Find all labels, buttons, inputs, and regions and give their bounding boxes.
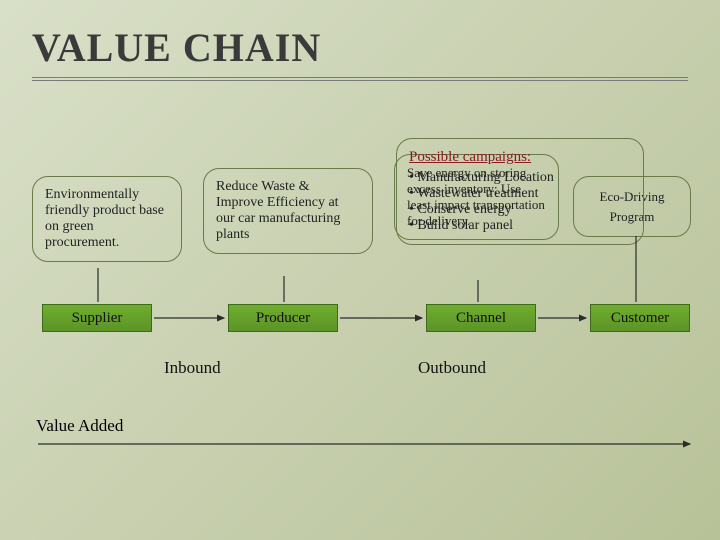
producer-description-text: Reduce Waste & Improve Efficiency at our… — [216, 179, 340, 242]
stage-customer: Customer — [590, 304, 690, 332]
title-underline — [32, 77, 688, 81]
campaign-item: Build solar panel — [409, 218, 631, 234]
inbound-label: Inbound — [164, 358, 221, 378]
outbound-label: Outbound — [418, 358, 486, 378]
slide: VALUE CHAIN Environmentally friendly pro… — [0, 0, 720, 540]
producer-description-node: Reduce Waste & Improve Efficiency at our… — [203, 168, 373, 254]
value-added-label: Value Added — [36, 416, 123, 436]
campaigns-heading: Possible campaigns: — [409, 149, 631, 166]
supplier-description-node: Environmentally friendly product base on… — [32, 176, 182, 262]
arrows-layer — [0, 0, 720, 540]
campaigns-node: Possible campaigns: Manufacturing Locati… — [396, 138, 644, 245]
campaign-item: Manufacturing Location — [409, 170, 631, 186]
stage-channel: Channel — [426, 304, 536, 332]
page-title: VALUE CHAIN — [32, 24, 688, 71]
supplier-description-text: Environmentally friendly product base on… — [45, 187, 164, 250]
stage-supplier: Supplier — [42, 304, 152, 332]
campaign-item: Conserve energy — [409, 202, 631, 218]
stage-producer: Producer — [228, 304, 338, 332]
campaigns-list: Manufacturing Location Wastewater treatm… — [409, 170, 631, 234]
campaign-item: Wastewater treatment — [409, 186, 631, 202]
